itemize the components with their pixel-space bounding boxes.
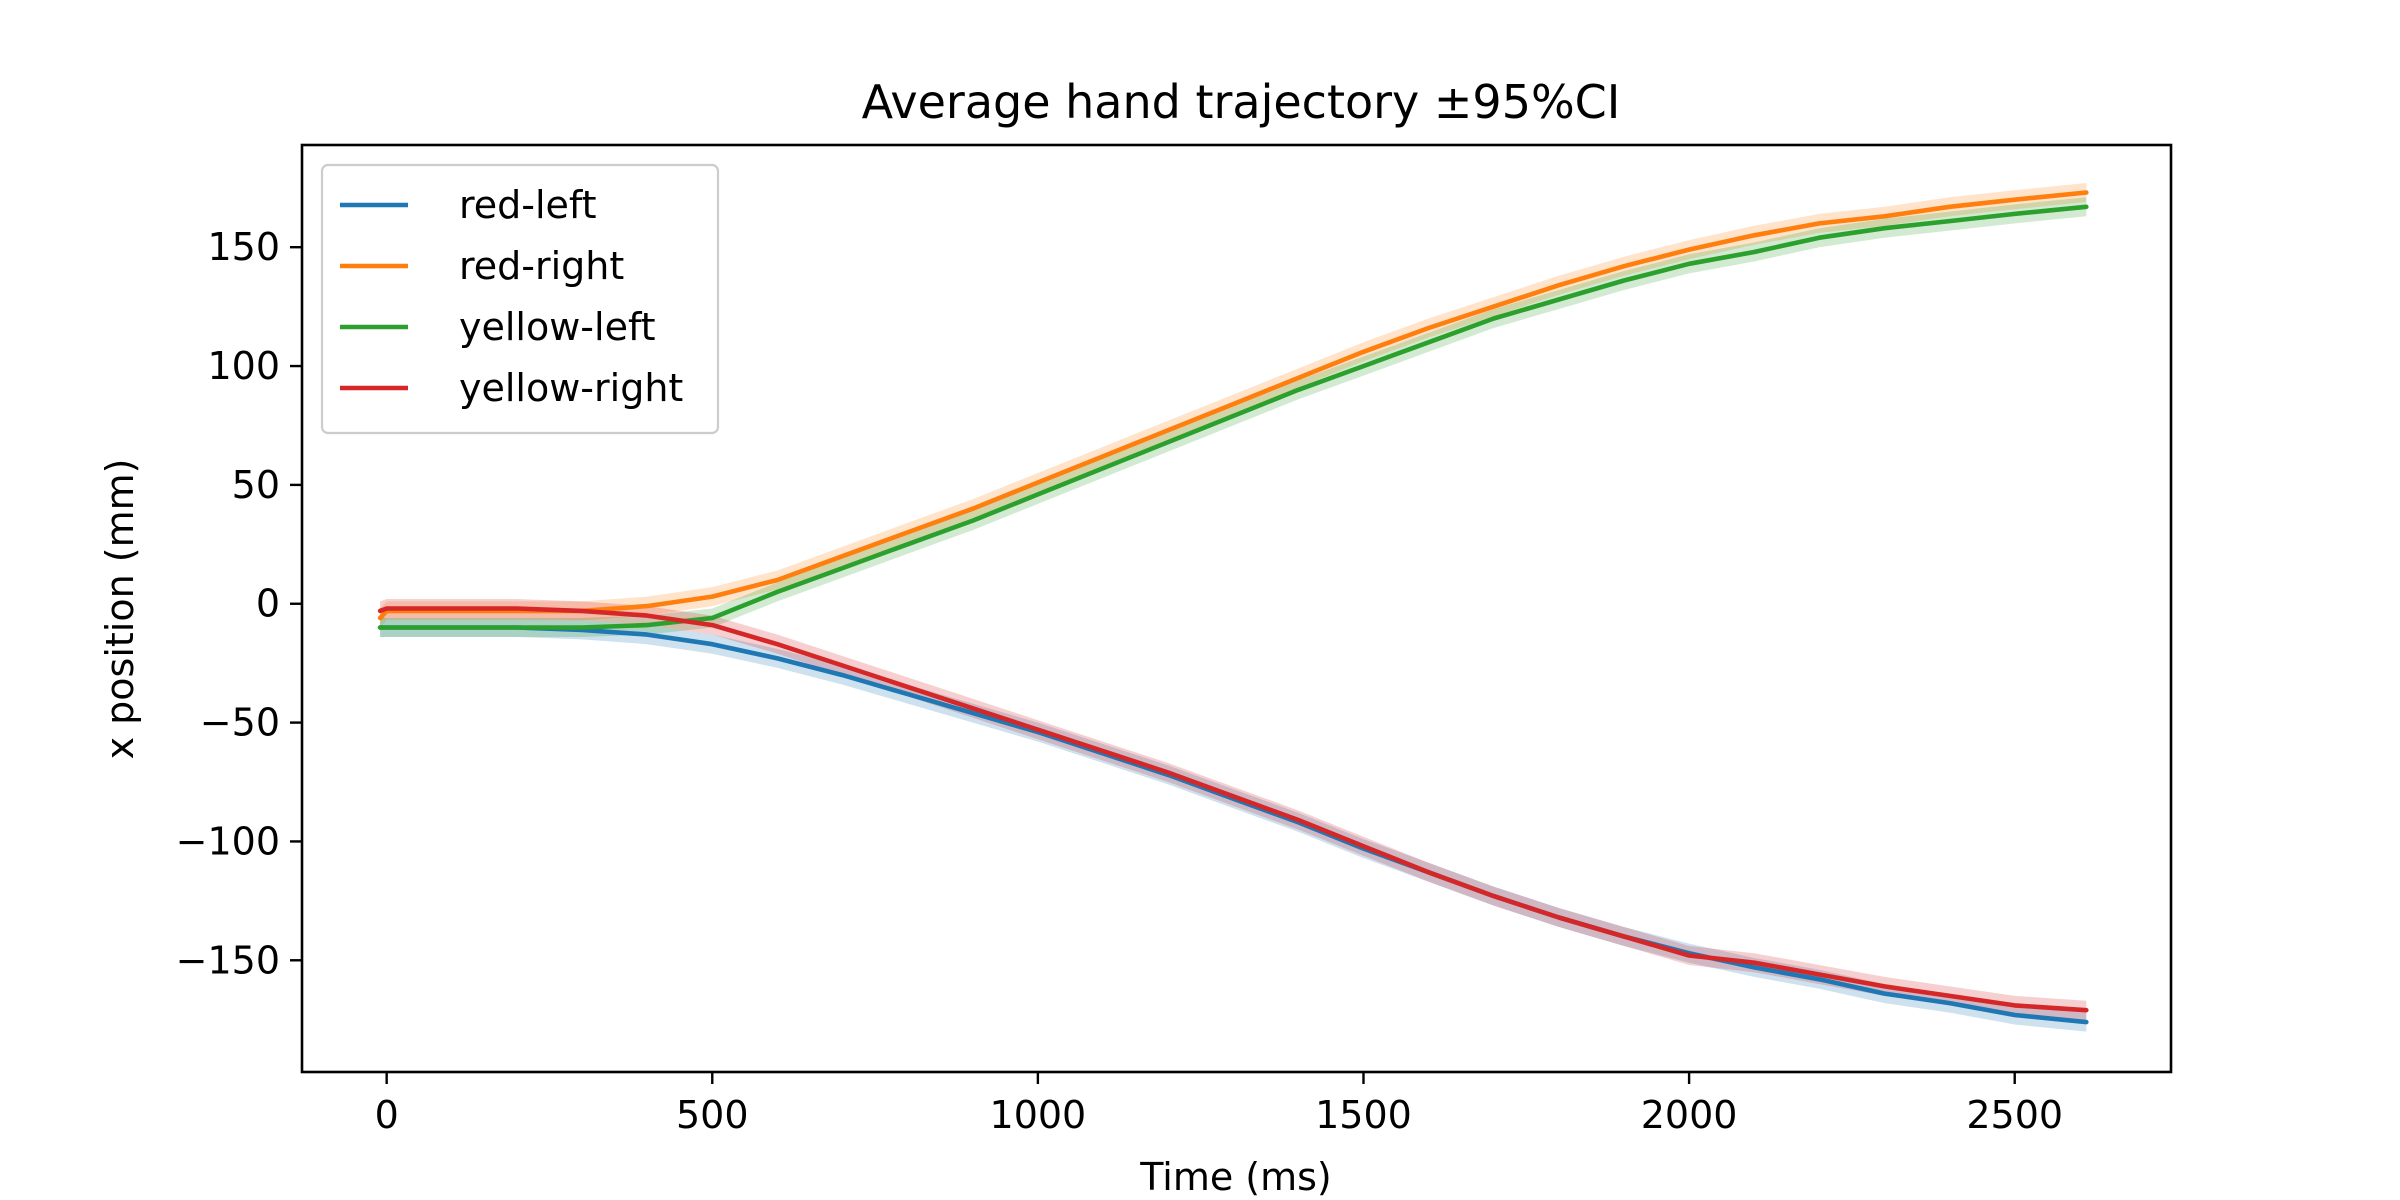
y-tick-label: 50 (232, 463, 280, 507)
y-axis: −150 −100 −50 0 50 100 150 (176, 225, 302, 982)
legend-label-yellow-left: yellow-left (459, 305, 656, 349)
x-axis: 0 500 1000 1500 2000 2500 (375, 1072, 2063, 1137)
x-tick-label: 500 (676, 1093, 749, 1137)
legend-box (320, 163, 720, 435)
legend: red-left red-right yellow-left yellow-right (320, 163, 720, 435)
series-line-yellow-right (377, 606, 2089, 1013)
chart-title: Average hand trajectory ±95%CI (862, 75, 1621, 129)
x-tick-label: 2500 (1966, 1093, 2063, 1137)
series-line-red-right (377, 190, 2089, 621)
plot-area (377, 183, 2089, 1032)
x-tick-label: 1000 (990, 1093, 1087, 1137)
x-axis-label: Time (ms) (1139, 1155, 1332, 1199)
y-tick-label: −100 (176, 819, 280, 863)
y-tick-label: −50 (200, 701, 280, 745)
legend-label-yellow-right: yellow-right (459, 366, 683, 410)
y-tick-label: 100 (207, 344, 280, 388)
plot-frame (300, 143, 2173, 1074)
x-tick-label: 0 (375, 1093, 399, 1137)
legend-label-red-left: red-left (459, 183, 597, 227)
x-tick-label: 2000 (1641, 1093, 1738, 1137)
y-tick-label: −150 (176, 938, 280, 982)
x-tick-label: 1500 (1315, 1093, 1412, 1137)
y-tick-label: 150 (207, 225, 280, 269)
y-tick-label: 0 (256, 582, 280, 626)
legend-label-red-right: red-right (459, 244, 624, 288)
y-axis-label: x position (mm) (98, 459, 142, 760)
series-line-yellow-left (377, 204, 2089, 630)
